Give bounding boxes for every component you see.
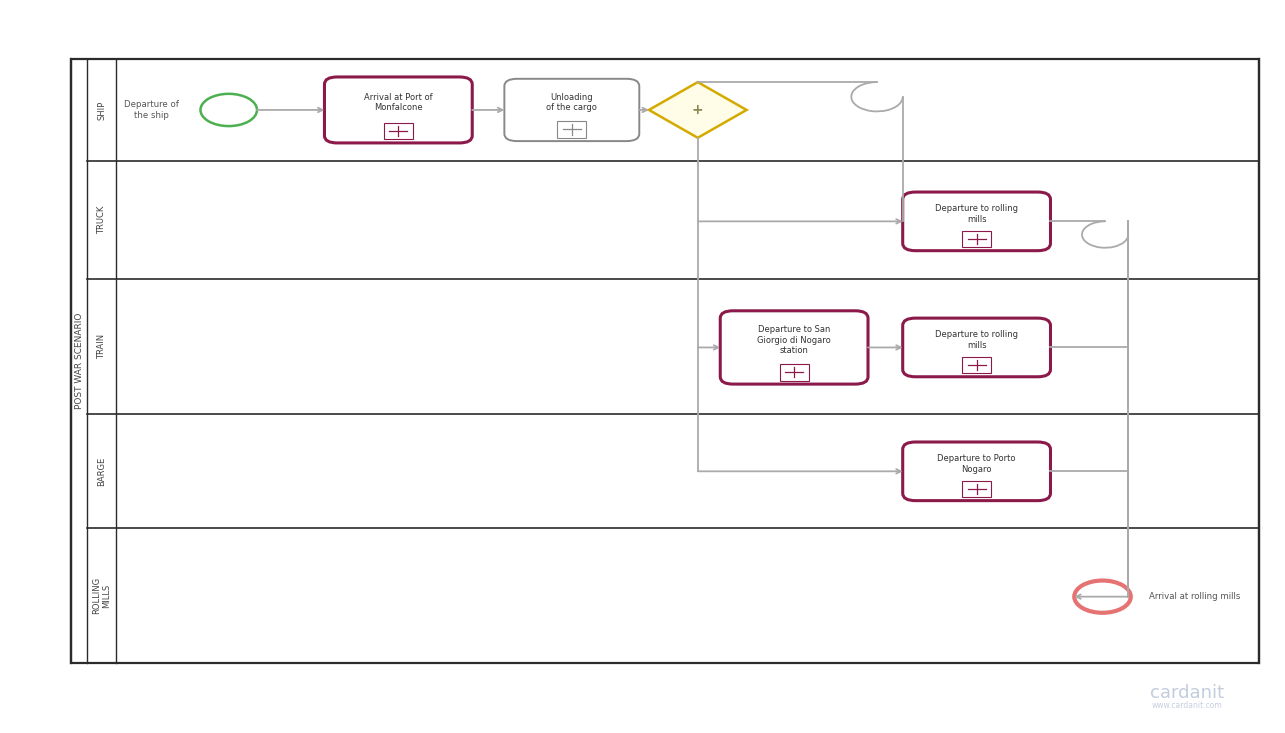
Text: +: + xyxy=(691,103,704,117)
FancyBboxPatch shape xyxy=(902,442,1051,501)
Text: Unloading
of the cargo: Unloading of the cargo xyxy=(546,93,598,112)
Text: Departure to San
Giorgio di Nogaro
station: Departure to San Giorgio di Nogaro stati… xyxy=(757,325,831,355)
FancyBboxPatch shape xyxy=(720,311,869,384)
Text: Departure to rolling
mills: Departure to rolling mills xyxy=(935,331,1018,350)
Text: ROLLING
MILLS: ROLLING MILLS xyxy=(91,577,112,614)
Text: cardanit: cardanit xyxy=(1150,684,1225,701)
Text: Departure to Porto
Nogaro: Departure to Porto Nogaro xyxy=(937,454,1016,474)
Text: www.cardanit.com: www.cardanit.com xyxy=(1151,701,1223,710)
Text: Departure of
the ship: Departure of the ship xyxy=(125,100,179,119)
Polygon shape xyxy=(649,82,747,138)
Text: POST WAR SCENARIO: POST WAR SCENARIO xyxy=(75,313,84,409)
Text: BARGE: BARGE xyxy=(96,457,107,485)
FancyBboxPatch shape xyxy=(324,77,473,143)
Text: TRAIN: TRAIN xyxy=(96,334,107,359)
Text: Departure to rolling
mills: Departure to rolling mills xyxy=(935,205,1018,224)
Text: TRUCK: TRUCK xyxy=(96,206,107,234)
FancyBboxPatch shape xyxy=(504,79,640,141)
FancyBboxPatch shape xyxy=(902,318,1051,377)
FancyBboxPatch shape xyxy=(71,59,1259,663)
Text: SHIP: SHIP xyxy=(96,100,107,119)
Text: Arrival at Port of
Monfalcone: Arrival at Port of Monfalcone xyxy=(364,93,433,112)
Text: Arrival at rolling mills: Arrival at rolling mills xyxy=(1149,592,1241,601)
FancyBboxPatch shape xyxy=(902,192,1051,251)
